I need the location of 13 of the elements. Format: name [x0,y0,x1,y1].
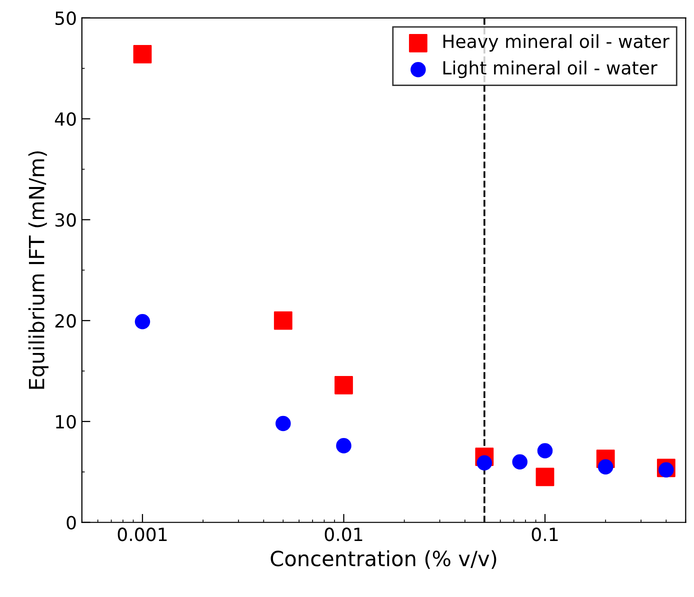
x-tick-label: 0.1 [532,528,558,542]
x-tick-label: 0.001 [118,528,167,542]
y-tick-label: 10 [56,414,76,429]
legend-label: Heavy mineral oil - water [443,34,670,52]
legend-label: Light mineral oil - water [443,60,658,78]
y-tick-label: 20 [55,314,76,328]
y-tick-label: 50 [55,11,76,26]
y-tick-label: 0 [66,516,76,530]
y-tick-label: 30 [55,213,76,227]
x-tick-label: 0.01 [324,528,362,542]
y-tick-label: 40 [54,112,76,126]
x-axis-title: Concentration (% v/v) [270,550,496,569]
y-axis-title: Equilibrium IFT (mN/m) [28,151,48,389]
